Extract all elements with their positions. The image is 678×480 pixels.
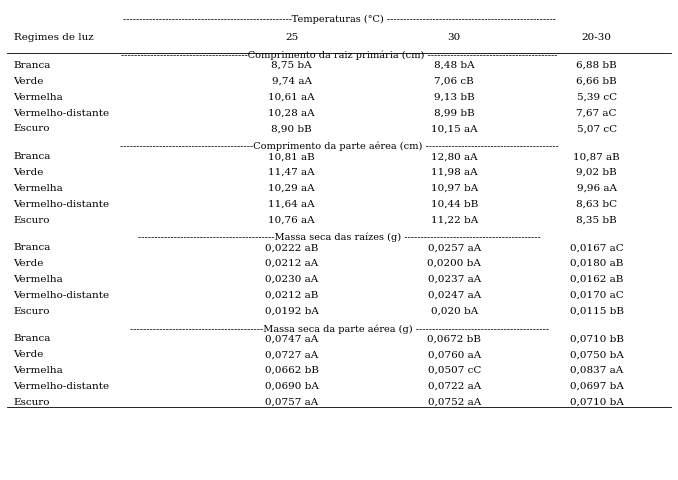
- Text: 6,88 bB: 6,88 bB: [576, 61, 617, 70]
- Text: Regimes de luz: Regimes de luz: [14, 34, 94, 42]
- Text: 0,0690 bA: 0,0690 bA: [264, 382, 319, 391]
- Text: 9,02 bB: 9,02 bB: [576, 168, 617, 177]
- Text: 5,39 cC: 5,39 cC: [576, 93, 617, 102]
- Text: 5,07 cC: 5,07 cC: [576, 124, 617, 133]
- Text: -----------------------------------------Massa seca da parte aérea (g) ---------: ----------------------------------------…: [129, 324, 549, 334]
- Text: 10,87 aB: 10,87 aB: [574, 152, 620, 161]
- Text: 0,0222 aB: 0,0222 aB: [265, 243, 318, 252]
- Text: 0,0212 aA: 0,0212 aA: [265, 259, 318, 268]
- Text: 10,29 aA: 10,29 aA: [268, 184, 315, 193]
- Text: 11,98 aA: 11,98 aA: [431, 168, 477, 177]
- Text: 0,0710 bA: 0,0710 bA: [570, 398, 624, 407]
- Text: 0,0697 bA: 0,0697 bA: [570, 382, 624, 391]
- Text: 8,63 bC: 8,63 bC: [576, 200, 617, 209]
- Text: 0,0727 aA: 0,0727 aA: [265, 350, 318, 359]
- Text: 25: 25: [285, 34, 298, 42]
- Text: 0,0672 bB: 0,0672 bB: [427, 335, 481, 343]
- Text: Branca: Branca: [14, 335, 51, 343]
- Text: 0,0212 aB: 0,0212 aB: [265, 291, 318, 300]
- Text: 0,0200 bA: 0,0200 bA: [427, 259, 481, 268]
- Text: ------------------------------------------Massa seca das raízes (g) ------------: ----------------------------------------…: [138, 233, 540, 242]
- Text: 0,0837 aA: 0,0837 aA: [570, 366, 623, 375]
- Text: 0,0115 bB: 0,0115 bB: [570, 307, 624, 316]
- Text: 0,0752 aA: 0,0752 aA: [428, 398, 481, 407]
- Text: 9,13 bB: 9,13 bB: [434, 93, 475, 102]
- Text: 9,96 aA: 9,96 aA: [577, 184, 616, 193]
- Text: 11,47 aA: 11,47 aA: [268, 168, 315, 177]
- Text: 0,0192 bA: 0,0192 bA: [264, 307, 319, 316]
- Text: 0,0180 aB: 0,0180 aB: [570, 259, 623, 268]
- Text: Verde: Verde: [14, 77, 44, 86]
- Text: ---------------------------------------Comprimento da raiz primária (cm) -------: ---------------------------------------C…: [121, 51, 557, 60]
- Text: ----------------------------------------------------Temperaturas (°C) ----------: ----------------------------------------…: [123, 14, 555, 24]
- Text: 8,90 bB: 8,90 bB: [271, 124, 312, 133]
- Text: 0,0760 aA: 0,0760 aA: [428, 350, 481, 359]
- Text: 0,0170 aC: 0,0170 aC: [570, 291, 624, 300]
- Text: 7,06 cB: 7,06 cB: [435, 77, 474, 86]
- Text: -----------------------------------------Comprimento da parte aérea (cm) -------: ----------------------------------------…: [119, 142, 559, 151]
- Text: 0,0507 cC: 0,0507 cC: [428, 366, 481, 375]
- Text: Vermelha: Vermelha: [14, 93, 63, 102]
- Text: Verde: Verde: [14, 259, 44, 268]
- Text: Vermelha: Vermelha: [14, 366, 63, 375]
- Text: 10,61 aA: 10,61 aA: [268, 93, 315, 102]
- Text: Escuro: Escuro: [14, 124, 50, 133]
- Text: 8,35 bB: 8,35 bB: [576, 216, 617, 225]
- Text: 12,80 aA: 12,80 aA: [431, 152, 477, 161]
- Text: Escuro: Escuro: [14, 398, 50, 407]
- Text: 30: 30: [447, 34, 461, 42]
- Text: 11,22 bA: 11,22 bA: [431, 216, 478, 225]
- Text: 0,0662 bB: 0,0662 bB: [264, 366, 319, 375]
- Text: Branca: Branca: [14, 243, 51, 252]
- Text: 8,99 bB: 8,99 bB: [434, 108, 475, 118]
- Text: 10,15 aA: 10,15 aA: [431, 124, 477, 133]
- Text: 0,0167 aC: 0,0167 aC: [570, 243, 624, 252]
- Text: Vermelho-distante: Vermelho-distante: [14, 108, 110, 118]
- Text: 0,0237 aA: 0,0237 aA: [428, 275, 481, 284]
- Text: Vermelho-distante: Vermelho-distante: [14, 200, 110, 209]
- Text: 10,97 bA: 10,97 bA: [431, 184, 478, 193]
- Text: 0,0722 aA: 0,0722 aA: [428, 382, 481, 391]
- Text: 0,0747 aA: 0,0747 aA: [265, 335, 318, 343]
- Text: 8,48 bA: 8,48 bA: [434, 61, 475, 70]
- Text: 0,0247 aA: 0,0247 aA: [428, 291, 481, 300]
- Text: 10,76 aA: 10,76 aA: [268, 216, 315, 225]
- Text: 7,67 aC: 7,67 aC: [576, 108, 617, 118]
- Text: 9,74 aA: 9,74 aA: [272, 77, 311, 86]
- Text: 0,0230 aA: 0,0230 aA: [265, 275, 318, 284]
- Text: Vermelho-distante: Vermelho-distante: [14, 291, 110, 300]
- Text: Vermelha: Vermelha: [14, 184, 63, 193]
- Text: Escuro: Escuro: [14, 307, 50, 316]
- Text: 11,64 aA: 11,64 aA: [268, 200, 315, 209]
- Text: 8,75 bA: 8,75 bA: [271, 61, 312, 70]
- Text: 10,28 aA: 10,28 aA: [268, 108, 315, 118]
- Text: 0,020 bA: 0,020 bA: [431, 307, 478, 316]
- Text: 0,0162 aB: 0,0162 aB: [570, 275, 623, 284]
- Text: 0,0257 aA: 0,0257 aA: [428, 243, 481, 252]
- Text: 20-30: 20-30: [582, 34, 612, 42]
- Text: 10,81 aB: 10,81 aB: [268, 152, 315, 161]
- Text: Vermelho-distante: Vermelho-distante: [14, 382, 110, 391]
- Text: Vermelha: Vermelha: [14, 275, 63, 284]
- Text: 10,44 bB: 10,44 bB: [431, 200, 478, 209]
- Text: Branca: Branca: [14, 61, 51, 70]
- Text: 6,66 bB: 6,66 bB: [576, 77, 617, 86]
- Text: Verde: Verde: [14, 168, 44, 177]
- Text: 0,0750 bA: 0,0750 bA: [570, 350, 624, 359]
- Text: 0,0710 bB: 0,0710 bB: [570, 335, 624, 343]
- Text: 0,0757 aA: 0,0757 aA: [265, 398, 318, 407]
- Text: Branca: Branca: [14, 152, 51, 161]
- Text: Escuro: Escuro: [14, 216, 50, 225]
- Text: Verde: Verde: [14, 350, 44, 359]
